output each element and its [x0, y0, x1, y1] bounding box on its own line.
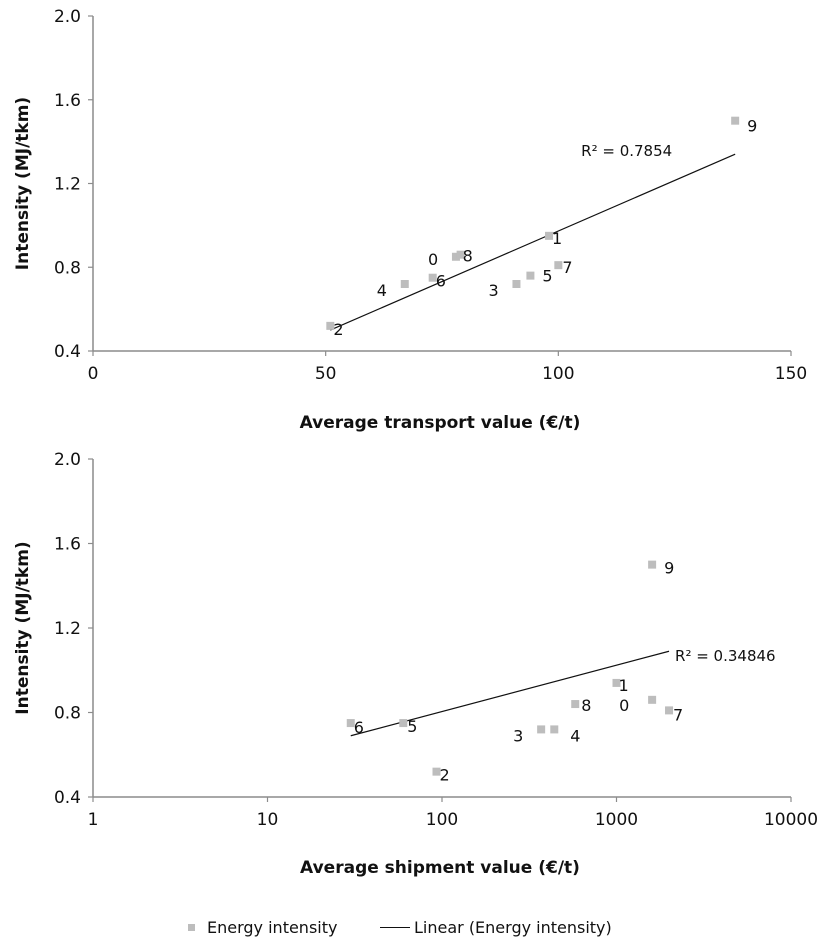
data-point-label: 8 — [463, 247, 473, 266]
data-point — [428, 273, 437, 282]
legend-item-linear-trend: Linear (Energy intensity) — [380, 917, 612, 937]
x-tick-label: 150 — [775, 364, 807, 384]
data-point — [326, 321, 335, 330]
data-point-label: 4 — [570, 726, 580, 745]
x-tick-label: 10000 — [764, 810, 818, 830]
x-tick-label: 1 — [88, 810, 99, 830]
x-tick-label: 50 — [315, 364, 337, 384]
y-tick-label: 2.0 — [54, 450, 81, 470]
y-tick-label: 0.4 — [54, 342, 81, 362]
data-point — [456, 250, 465, 259]
data-point-label: 1 — [619, 676, 629, 695]
x-tick-label: 0 — [88, 364, 99, 384]
data-point — [451, 252, 460, 261]
data-point-label: 9 — [747, 117, 757, 136]
x-tick-label: 10 — [257, 810, 279, 830]
y-tick-label: 0.8 — [54, 258, 81, 278]
data-point — [512, 280, 521, 288]
legend-label-linear-trend: Linear (Energy intensity) — [414, 917, 612, 937]
legend-marker-square — [188, 923, 195, 931]
data-point — [550, 725, 559, 734]
y-tick-label: 0.8 — [54, 704, 81, 724]
data-point — [537, 725, 546, 734]
data-point — [731, 116, 740, 125]
data-point — [571, 700, 580, 709]
data-point-label: 2 — [333, 320, 343, 339]
data-point — [400, 280, 409, 288]
data-point-label: 8 — [581, 696, 591, 715]
data-point-label: 9 — [664, 559, 674, 578]
data-point — [545, 231, 554, 240]
r-squared-label: R² = 0.7854 — [581, 142, 672, 160]
data-point — [648, 560, 657, 569]
data-point — [399, 719, 408, 728]
data-point-label: 6 — [436, 272, 446, 291]
data-point-label: 4 — [377, 281, 387, 300]
data-point — [554, 261, 563, 270]
data-point-label: 3 — [488, 281, 498, 300]
y-axis-title: Intensity (MJ/tkm) — [13, 541, 33, 714]
legend-item-energy-intensity: Energy intensity — [188, 917, 337, 937]
data-point-label: 1 — [552, 229, 562, 248]
data-point — [648, 695, 657, 704]
y-tick-label: 1.6 — [54, 535, 81, 555]
y-axis-title: Intensity (MJ/tkm) — [13, 97, 33, 270]
trendline — [330, 153, 736, 331]
x-tick-label: 100 — [542, 364, 574, 384]
x-tick-label: 100 — [426, 810, 458, 830]
y-tick-label: 0.4 — [54, 788, 81, 808]
x-tick-label: 1000 — [595, 810, 638, 830]
x-axis-title: Average transport value (€/t) — [300, 413, 581, 433]
legend: Energy intensity Linear (Energy intensit… — [0, 913, 819, 941]
data-point-label: 6 — [354, 718, 364, 737]
data-point — [432, 767, 441, 776]
data-point — [665, 706, 674, 715]
y-tick-label: 1.2 — [54, 175, 81, 195]
x-axis-title: Average shipment value (€/t) — [300, 858, 580, 878]
data-point-label: 2 — [440, 766, 450, 785]
legend-marker-line — [380, 926, 410, 928]
data-point-label: 0 — [619, 696, 629, 715]
data-point-label: 3 — [513, 726, 523, 745]
data-point-label: 7 — [562, 258, 572, 277]
data-point-label: 5 — [542, 267, 552, 286]
data-point — [526, 271, 535, 280]
y-tick-label: 2.0 — [54, 7, 81, 27]
data-point — [612, 678, 621, 687]
y-tick-label: 1.2 — [54, 619, 81, 639]
data-point-label: 7 — [673, 705, 683, 724]
data-point-label: 0 — [428, 250, 438, 269]
data-point — [346, 719, 355, 728]
y-tick-label: 1.6 — [54, 91, 81, 111]
data-point-label: 5 — [407, 717, 417, 736]
legend-label-energy-intensity: Energy intensity — [207, 917, 338, 937]
r-squared-label: R² = 0.34846 — [675, 647, 776, 665]
